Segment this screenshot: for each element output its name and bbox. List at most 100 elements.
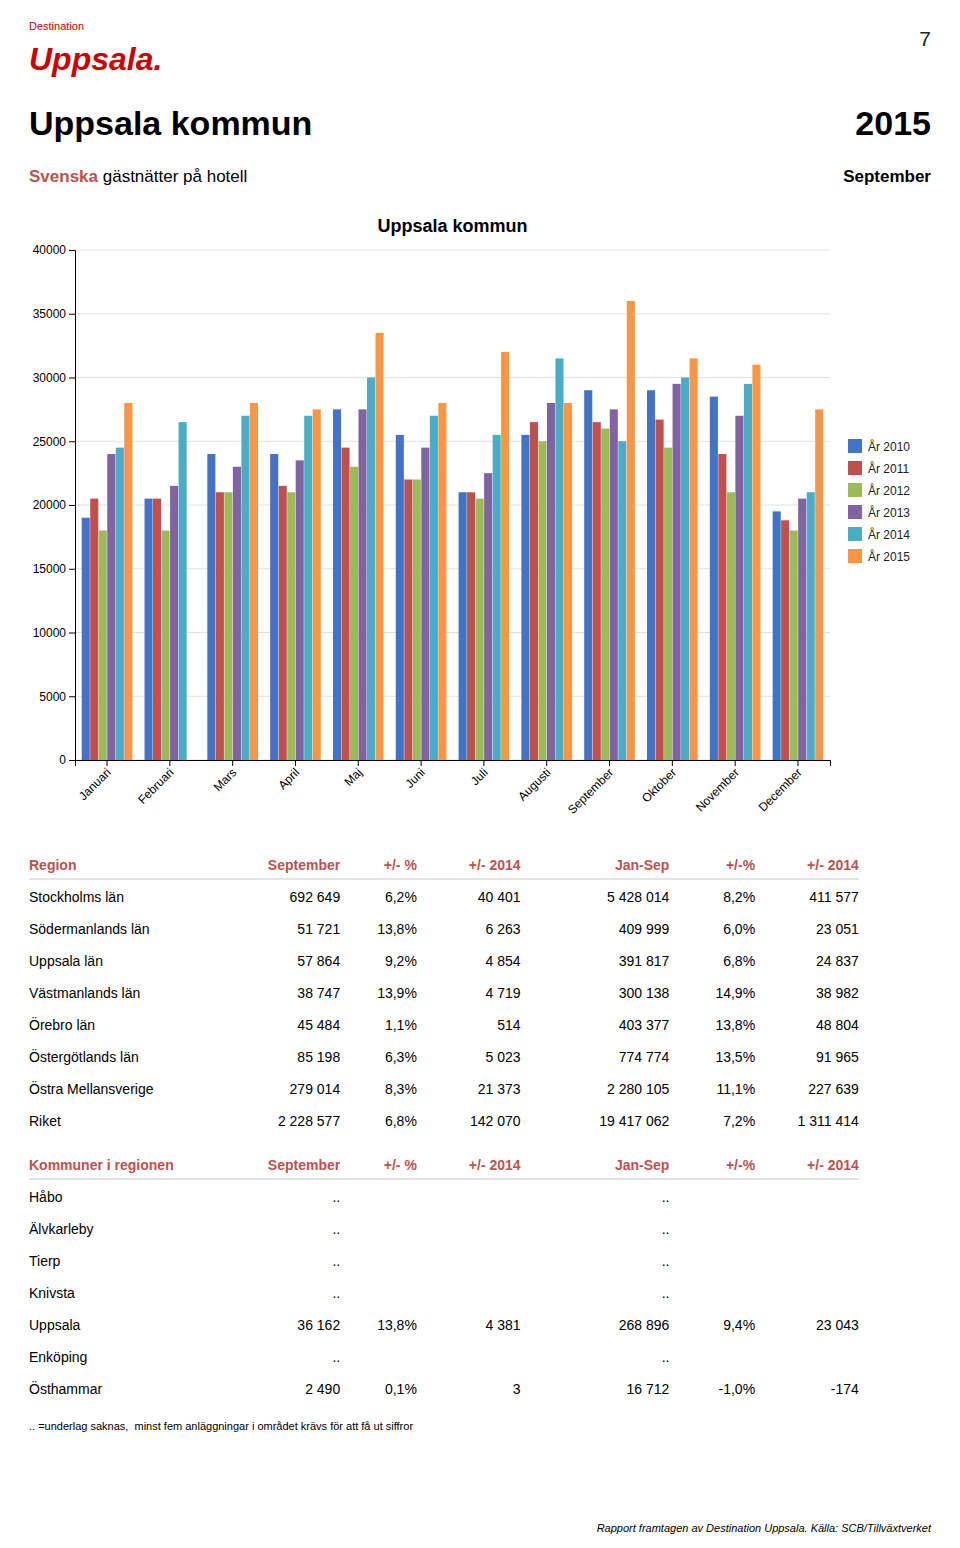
- table-header: +/- %: [384, 857, 418, 873]
- tick-mark: [69, 505, 75, 506]
- table-cell: 38 747: [297, 985, 340, 1001]
- bar: [555, 358, 563, 760]
- bar: [99, 531, 107, 761]
- tick: 15000: [33, 562, 75, 576]
- legend-label: År 2014: [868, 527, 910, 542]
- table-cell: 13,8%: [715, 1017, 755, 1033]
- bar: [296, 460, 304, 760]
- table-cell: 7,2%: [723, 1113, 755, 1129]
- tick-mark: [69, 441, 75, 442]
- tick-mark: [358, 760, 359, 766]
- x-axis: JanuariFebruariMarsAprilMajJuniJuliAugus…: [76, 760, 831, 817]
- page-title: Uppsala kommun: [29, 104, 312, 142]
- subtitle-black: gästnätter på hotell: [98, 167, 247, 186]
- table-cell: 6,3%: [385, 1049, 417, 1065]
- table-cell: 4 381: [486, 1317, 521, 1333]
- bar: [116, 448, 124, 760]
- table-cell: 91 965: [816, 1049, 859, 1065]
- table-cell: 300 138: [619, 985, 670, 1001]
- table-cell: 409 999: [619, 921, 670, 937]
- tick-label: 40000: [33, 243, 67, 257]
- table-cell: ..: [662, 1285, 670, 1301]
- table-cell: Stockholms län: [29, 889, 124, 905]
- legend: År 2010År 2011År 2012År 2013År 2014År 20…: [848, 439, 910, 564]
- bar-series: [116, 358, 815, 760]
- bar: [250, 403, 258, 760]
- table-header: +/-%: [726, 1157, 756, 1173]
- table-cell: 51 721: [297, 921, 340, 937]
- legend-item: År 2011: [848, 461, 909, 476]
- subtitle-red: Svenska: [29, 167, 99, 186]
- table-cell: 23 051: [816, 921, 859, 937]
- table-cell: 279 014: [290, 1081, 341, 1097]
- table-cell: 692 649: [290, 889, 341, 905]
- grid: [75, 250, 830, 760]
- table-cell: 268 896: [619, 1317, 670, 1333]
- bar: [530, 422, 538, 760]
- table-cell: 13,8%: [377, 921, 417, 937]
- table: RegionSeptember+/- %+/- 2014Jan-Sep+/-%+…: [29, 857, 859, 1129]
- grid-line: [75, 250, 830, 251]
- table-cell: 1 311 414: [798, 1113, 859, 1129]
- bar: [744, 384, 752, 760]
- table-header: +/- 2014: [469, 857, 521, 873]
- table-cell: 8,2%: [723, 889, 755, 905]
- table-cell: 403 377: [619, 1017, 670, 1033]
- table-cell: ..: [332, 1349, 340, 1365]
- tick: 40000: [33, 243, 75, 257]
- bar: [484, 473, 492, 760]
- bar: [90, 499, 98, 760]
- logo-large: Uppsala.: [29, 41, 162, 77]
- bar: [396, 435, 404, 760]
- legend-swatch: [848, 439, 862, 453]
- tick-mark: [483, 760, 484, 766]
- bar: [279, 486, 287, 760]
- table-cell: 3: [513, 1381, 521, 1397]
- bars: [82, 301, 824, 760]
- tick: Juli: [468, 760, 491, 788]
- grid-line: [75, 377, 830, 378]
- table-cell: ..: [332, 1253, 340, 1269]
- bar: [647, 390, 655, 760]
- bar: [690, 358, 698, 760]
- chart: Uppsala kommun05000100001500020000250003…: [33, 216, 911, 817]
- bar: [233, 467, 241, 760]
- bar: [664, 448, 672, 760]
- table-cell: Knivsta: [29, 1285, 75, 1301]
- table-cell: 142 070: [470, 1113, 521, 1129]
- bar: [673, 384, 681, 760]
- tick: 35000: [33, 307, 75, 321]
- table-cell: Riket: [29, 1113, 61, 1129]
- tick: Oktober: [639, 760, 679, 805]
- table-cell: 21 373: [478, 1081, 521, 1097]
- table-cell: 16 712: [627, 1381, 670, 1397]
- tick-label: Augusti: [515, 765, 553, 803]
- table-cell: ..: [662, 1349, 670, 1365]
- table-cell: 38 982: [816, 985, 859, 1001]
- tick-label: Mars: [211, 765, 240, 794]
- bar: [752, 365, 760, 760]
- tick: April: [275, 760, 302, 792]
- tick-label: Juli: [468, 765, 491, 788]
- table-cell: 9,2%: [385, 953, 417, 969]
- bar: [610, 409, 618, 760]
- bar: [313, 409, 321, 760]
- tick: Mars: [211, 760, 240, 794]
- page: DestinationUppsala.7Uppsala kommun2015Sv…: [0, 0, 960, 1548]
- table-cell: 391 817: [619, 953, 670, 969]
- table-cell: ..: [332, 1189, 340, 1205]
- table-cell: 411 577: [809, 889, 859, 905]
- tick-mark: [69, 633, 75, 634]
- tick: Maj: [341, 760, 365, 789]
- table-cell: 11,1%: [716, 1081, 755, 1097]
- table-cell: Tierp: [29, 1253, 61, 1269]
- tick-label: 5000: [39, 690, 66, 704]
- table-cell: Håbo: [29, 1189, 63, 1205]
- tick-mark: [169, 760, 170, 766]
- bar: [467, 492, 475, 760]
- bar: [815, 409, 823, 760]
- table-cell: 6,0%: [723, 921, 755, 937]
- tick: Juni: [402, 760, 427, 791]
- bar: [124, 403, 132, 760]
- table-cell: Uppsala: [29, 1317, 81, 1333]
